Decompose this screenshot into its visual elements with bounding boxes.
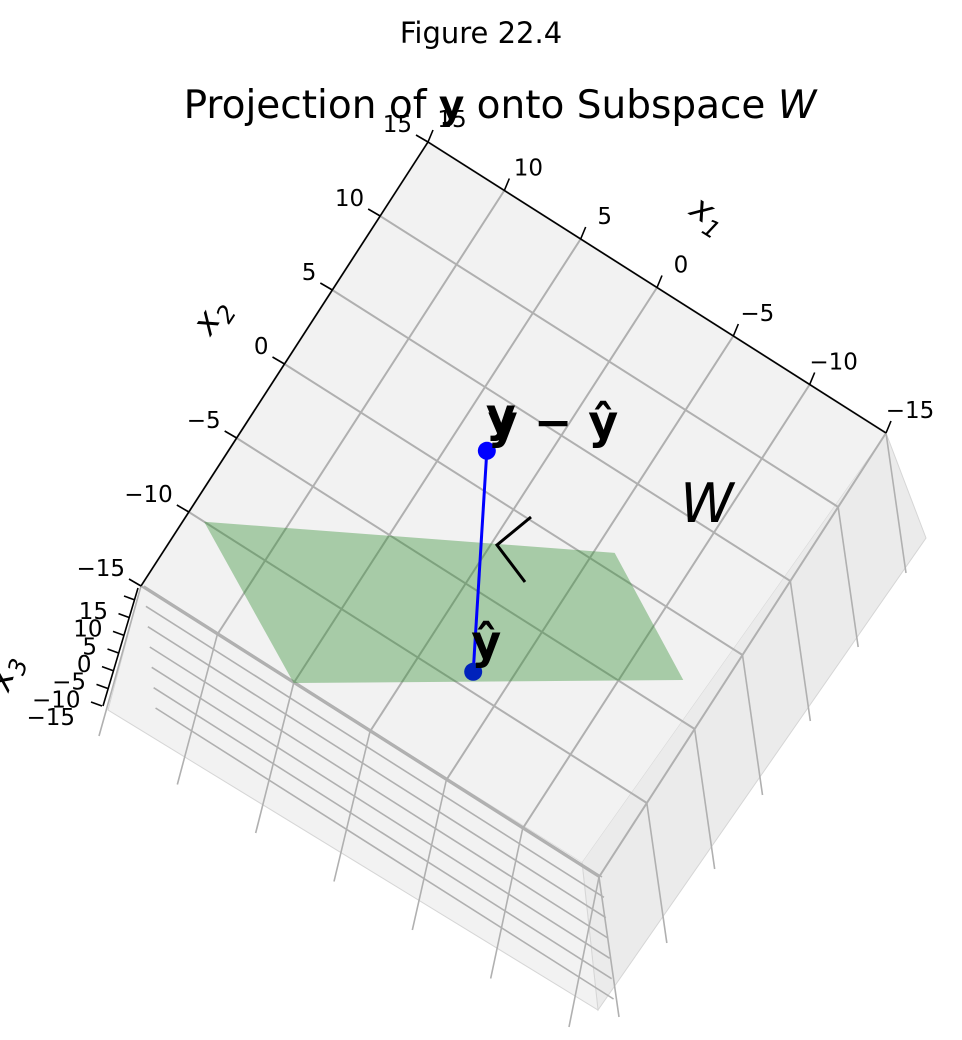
side-grid-drop — [693, 728, 716, 870]
side-grid-drop — [646, 802, 668, 944]
grid-line-x2 — [331, 289, 791, 582]
x3-tick-label: 10 — [73, 617, 102, 643]
grid-line-x2 — [236, 437, 696, 730]
point-y-hat — [464, 662, 483, 681]
x1-tick — [427, 129, 434, 143]
x2-tick — [272, 356, 285, 365]
x1-tick — [732, 323, 740, 337]
point-y — [477, 441, 496, 460]
x2-tick — [176, 504, 190, 513]
subspace-plane — [204, 521, 684, 683]
x2-tick-label: −10 — [124, 482, 173, 508]
side-grid-level — [151, 666, 611, 960]
x1-tick-label: −10 — [809, 350, 858, 376]
x2-tick-label: 0 — [254, 334, 269, 360]
x3-tick-label: 15 — [79, 599, 108, 625]
x1-tick — [885, 420, 892, 434]
side-grid-level — [155, 707, 614, 1000]
x2-tick — [367, 208, 381, 217]
x1-tick-label: −5 — [740, 301, 774, 327]
side-grid-level — [149, 646, 609, 939]
side-grid-drop — [598, 876, 620, 1018]
side-grid-drop — [568, 876, 600, 1028]
title-middle: onto Subspace — [464, 83, 778, 128]
x3-tick-label: 5 — [82, 634, 97, 660]
side-grid-drop — [411, 779, 448, 931]
point-y-hat-label: ŷ — [471, 615, 501, 669]
side-grid-drop — [885, 432, 907, 574]
grid-line-x2 — [283, 363, 744, 656]
side-grid-level — [145, 605, 605, 899]
x3-tick — [96, 683, 108, 690]
x2-tick-label: 5 — [302, 260, 317, 286]
x3-tick-label: −10 — [32, 687, 81, 713]
x3-tick — [112, 630, 125, 637]
side-grid-drop — [837, 506, 859, 648]
title-bold: y — [439, 83, 464, 128]
x1-axis-label: x1 — [679, 187, 734, 245]
x3-tick-label: 0 — [77, 652, 92, 678]
side-grid-level — [143, 585, 603, 878]
title-prefix: Projection of — [184, 83, 439, 128]
x2-tick-label: 15 — [383, 112, 412, 138]
chart-title: Projection of y onto Subspace W — [184, 83, 818, 128]
x1-tick — [808, 372, 816, 385]
side-grid-lines — [98, 432, 907, 1028]
residual-label: y − ŷ — [488, 395, 619, 449]
right-angle-marker — [494, 515, 532, 583]
x2-tick — [415, 134, 429, 143]
residual-line — [471, 450, 489, 672]
side-grid-drop — [333, 731, 371, 882]
x2-tick-label: −15 — [76, 556, 125, 582]
x2-tick — [224, 430, 238, 439]
x1-tick-label: 15 — [437, 107, 466, 133]
x2-tick — [319, 282, 333, 291]
x3-tick — [101, 665, 114, 672]
x2-tick — [128, 578, 142, 587]
side-grid-drop — [741, 654, 764, 796]
x1-tick-label: 5 — [597, 204, 612, 230]
side-grid-drop — [254, 682, 295, 834]
side-grid-level — [153, 686, 613, 980]
plane-label: W — [680, 472, 736, 535]
x2-tick-label: −5 — [187, 408, 221, 434]
x1-tick-label: 10 — [514, 156, 543, 182]
grid-line-x2 — [188, 511, 648, 804]
grid-line-x2 — [379, 215, 839, 508]
point-y-label: y — [486, 388, 516, 442]
x1-tick — [656, 275, 663, 288]
x2-axis-label: x2 — [184, 290, 242, 346]
side-grid-drop — [489, 828, 524, 979]
side-grid-drop — [789, 580, 812, 722]
axes-panes — [107, 142, 927, 1012]
x3-tick-label: −5 — [52, 670, 86, 696]
figure-label: Figure 22.4 — [400, 16, 562, 50]
side-grid-drop — [98, 585, 142, 737]
x1-tick — [503, 178, 511, 191]
axis-ticks: 151050−5−10−15151050−5−10−15151050−5−10−… — [26, 107, 934, 731]
x3-axis-label: x3 — [0, 650, 34, 699]
x3-tick-label: −15 — [26, 705, 75, 731]
title-italic: W — [778, 83, 818, 128]
x2-tick-label: 10 — [335, 186, 364, 212]
x1-tick-label: 0 — [674, 253, 689, 279]
x3-tick — [107, 648, 119, 654]
side-grid-level — [147, 625, 607, 919]
x3-tick — [123, 595, 136, 601]
side-grid-drop — [176, 634, 219, 785]
x3-tick — [90, 701, 103, 707]
x3-tick — [118, 612, 130, 619]
x1-tick — [579, 226, 587, 240]
floor-pane — [141, 142, 886, 862]
x1-tick-label: −15 — [886, 398, 935, 424]
x3-axis-line — [102, 587, 139, 707]
